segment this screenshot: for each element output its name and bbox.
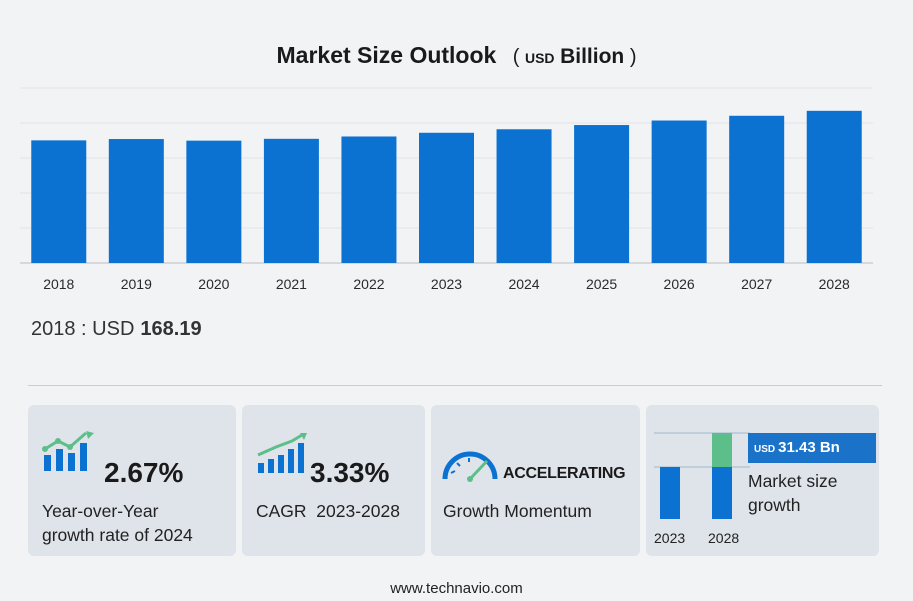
growth-desc-line2: growth	[748, 495, 801, 515]
chart-title-unit: ( USD Billion )	[512, 45, 637, 68]
cagr-description: CAGR 2023-2028	[256, 501, 400, 521]
yoy-desc-line1: Year-over-Year	[42, 501, 159, 521]
bar-2018	[31, 140, 87, 263]
chart-bars	[31, 110, 862, 264]
x-tick-2019: 2019	[121, 276, 152, 292]
yoy-desc-line2: growth rate of 2024	[42, 525, 193, 545]
x-tick-2027: 2027	[741, 276, 772, 292]
x-tick-2026: 2026	[664, 276, 695, 292]
badge-value: 31.43 Bn	[778, 439, 840, 456]
bar-2022	[341, 136, 397, 263]
yoy-description: Year-over-Year growth rate of 2024	[42, 499, 193, 547]
bar-2020	[186, 140, 242, 263]
bar-2019	[108, 139, 164, 263]
x-tick-2023: 2023	[431, 276, 462, 292]
x-tick-2021: 2021	[276, 276, 307, 292]
bar-2023	[419, 132, 474, 263]
growth-desc-line1: Market size	[748, 471, 838, 491]
yoy-value: 2.67%	[104, 457, 184, 488]
growth-description: Market size growth	[748, 469, 837, 517]
growth-end-year: 2028	[708, 530, 740, 546]
growth-start-year: 2023	[654, 530, 686, 546]
chart-title: Market Size Outlook ( USD Billion )	[0, 42, 913, 69]
badge-currency: USD	[754, 444, 776, 455]
x-tick-2022: 2022	[353, 276, 384, 292]
cagr-card: 3.33% CAGR 2023-2028	[242, 405, 425, 556]
bar-2025	[574, 125, 630, 264]
bar-2026	[651, 120, 707, 263]
trend-bars-icon	[257, 433, 307, 473]
x-tick-2025: 2025	[586, 276, 617, 292]
unit-paren-close: )	[629, 46, 637, 68]
chart-x-tick-labels: 2018 2019 2020 2021 2022 2023 2024 2025 2026 2027…	[43, 276, 850, 292]
momentum-description: Growth Momentum	[443, 501, 592, 521]
x-tick-2020: 2020	[198, 276, 229, 292]
base-year-number: 168.19	[140, 318, 202, 340]
growth-comparison-icon	[654, 432, 750, 519]
bar-2028	[806, 110, 862, 264]
growth-card: 2023 2028 Market size growth	[646, 405, 879, 556]
momentum-card: ACCELERATING Growth Momentum	[431, 405, 640, 556]
momentum-value: ACCELERATING	[503, 465, 626, 482]
unit-currency: USD	[524, 50, 555, 66]
bar-2027	[729, 115, 785, 263]
yoy-card: 2.67% Year-over-Year growth rate of 2024	[28, 405, 236, 556]
unit-scale: Billion	[560, 45, 625, 68]
bar-2021	[263, 138, 319, 263]
speedometer-icon	[442, 451, 498, 482]
unit-paren-open: (	[512, 46, 520, 68]
chart-title-main: Market Size Outlook	[276, 42, 497, 68]
divider	[28, 385, 882, 386]
base-year-label: 2018 : USD	[31, 318, 135, 340]
x-tick-2028: 2028	[819, 276, 850, 292]
cagr-value: 3.33%	[310, 457, 390, 488]
base-year-value: 2018 : USD 168.19	[31, 318, 202, 341]
growth-badge: USD 31.43 Bn	[748, 433, 876, 463]
x-tick-2018: 2018	[43, 276, 74, 292]
bar-chart: 2018 2019 2020 2021 2022 2023 2024 2025 2026 2027…	[20, 87, 873, 292]
footer-url[interactable]: www.technavio.com	[390, 580, 523, 597]
growth-bars-icon	[42, 431, 94, 471]
bar-2024	[496, 129, 552, 263]
x-tick-2024: 2024	[508, 276, 539, 292]
